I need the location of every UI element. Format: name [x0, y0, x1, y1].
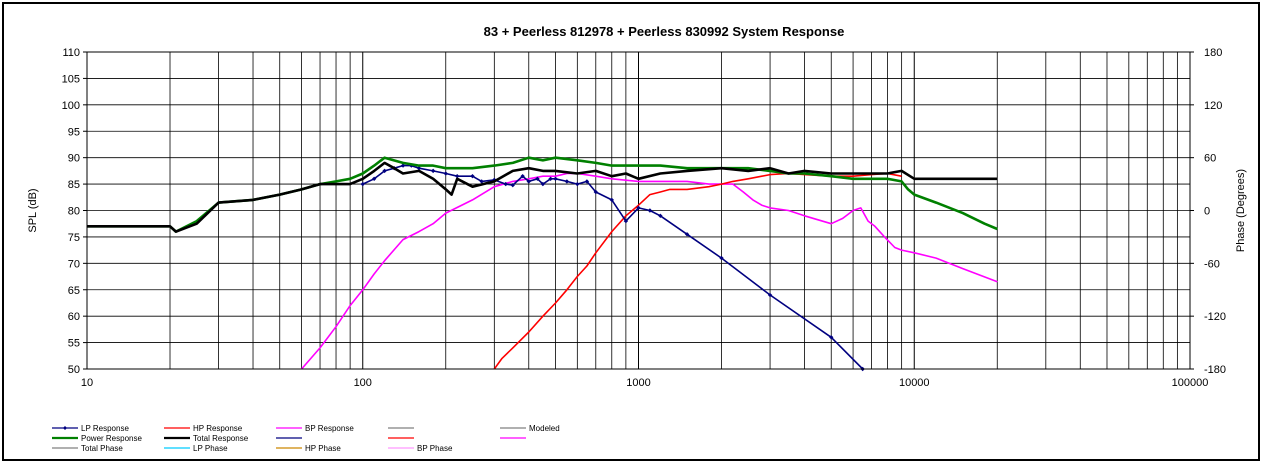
- y2-tick-label: -120: [1204, 311, 1226, 323]
- lp-response-point: [526, 179, 531, 184]
- chart-canvas: 83 + Peerless 812978 + Peerless 830992 S…: [27, 24, 1247, 453]
- grid: [87, 51, 1190, 370]
- legend-label: LP Phase: [193, 444, 228, 453]
- lp-response-point: [584, 179, 590, 184]
- lp-response-point: [382, 168, 387, 174]
- x-tick-label: 100: [354, 377, 372, 389]
- y2-axis-label: Phase (Degrees): [1235, 169, 1247, 252]
- legend-label: HP Phase: [305, 444, 341, 453]
- x-tick-label: 10: [81, 377, 93, 389]
- lp-response-point: [503, 181, 508, 187]
- y-tick-label: 50: [68, 364, 80, 376]
- chart-frame: 83 + Peerless 812978 + Peerless 830992 S…: [2, 2, 1260, 461]
- legend: LP Response HP Response BP Response Modeled…: [52, 424, 560, 453]
- x-tick-label: 10000: [899, 377, 930, 389]
- bp-response-line: [300, 172, 998, 370]
- y2-tick-label: 60: [1204, 153, 1216, 165]
- lp-response-point: [371, 176, 377, 181]
- y-tick-label: 95: [68, 126, 80, 138]
- lp-response-point: [470, 173, 475, 179]
- legend-label: LP Response: [81, 424, 129, 433]
- lp-response-point: [510, 182, 515, 188]
- lp-response-point: [575, 181, 580, 187]
- lp-response-point: [400, 163, 406, 168]
- lp-response-point: [684, 232, 690, 237]
- y-tick-label: 80: [68, 206, 80, 218]
- lp-response-point: [564, 179, 570, 184]
- legend-label: Modeled: [529, 424, 560, 433]
- y-axis-label: SPL (dB): [27, 188, 39, 232]
- y-tick-label: 85: [68, 179, 80, 191]
- lp-response-point: [647, 208, 653, 213]
- lp-response-point: [593, 189, 598, 195]
- y-tick-label: 105: [62, 73, 80, 85]
- series-group: [87, 156, 998, 372]
- legend-label: Power Response: [81, 434, 142, 443]
- legend-marker: [63, 426, 67, 430]
- x-tick-label: 100000: [1172, 377, 1209, 389]
- lp-response-point: [548, 176, 553, 181]
- y-tick-label: 60: [68, 311, 80, 323]
- x-tick-label: 1000: [626, 377, 650, 389]
- y2-tick-label: -180: [1204, 364, 1226, 376]
- y2-tick-label: 0: [1204, 206, 1210, 218]
- lp-response-point: [535, 176, 540, 181]
- lp-response-point: [829, 335, 834, 340]
- power-response-line: [87, 156, 998, 233]
- lp-response-point: [719, 255, 724, 261]
- y2-tick-label: 180: [1204, 47, 1222, 59]
- lp-response-point: [609, 197, 614, 203]
- y-tick-label: 70: [68, 258, 80, 270]
- y-tick-label: 75: [68, 232, 80, 244]
- y-tick-label: 55: [68, 338, 80, 350]
- lp-response-point: [540, 181, 546, 187]
- y2-tick-label: -60: [1204, 258, 1220, 270]
- lp-response-point: [360, 181, 365, 187]
- lp-response-point: [454, 173, 460, 179]
- legend-label: BP Phase: [417, 444, 453, 453]
- lp-response-point: [623, 218, 629, 224]
- lp-response-point: [416, 166, 422, 171]
- legend-label: Total Response: [193, 434, 249, 443]
- lp-response-point: [520, 173, 525, 179]
- lp-response-point: [767, 292, 773, 298]
- chart-title: 83 + Peerless 812978 + Peerless 830992 S…: [484, 24, 845, 39]
- lp-response-point: [479, 179, 484, 184]
- y-tick-label: 110: [62, 47, 80, 59]
- lp-response-point: [430, 168, 436, 174]
- y-tick-label: 100: [62, 100, 80, 112]
- lp-response-point: [553, 176, 558, 181]
- y-tick-label: 65: [68, 285, 80, 297]
- total-response-line: [87, 161, 998, 233]
- legend-label: Total Phase: [81, 444, 123, 453]
- axes: 50556065707580859095100105110-180-120-60…: [62, 47, 1226, 389]
- lp-response-point: [636, 205, 641, 211]
- lp-response-point: [443, 171, 448, 176]
- y-tick-label: 90: [68, 153, 80, 165]
- lp-response-line: [362, 164, 864, 370]
- legend-label: BP Response: [305, 424, 354, 433]
- y2-tick-label: 120: [1204, 100, 1222, 112]
- legend-label: HP Response: [193, 424, 243, 433]
- lp-response-point: [658, 213, 663, 218]
